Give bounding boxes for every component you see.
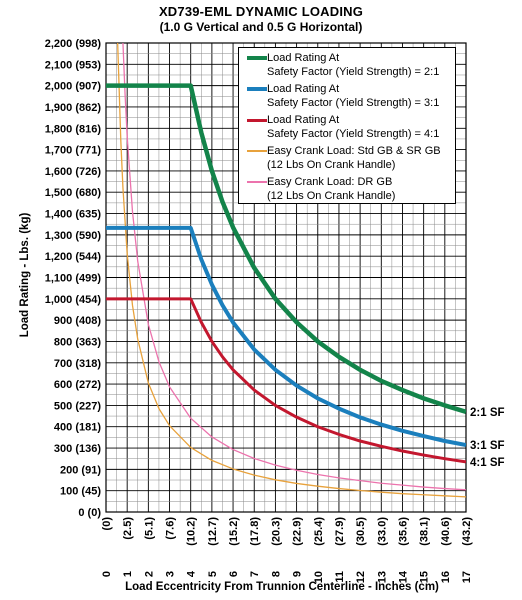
legend-label: Load Rating At Safety Factor (Yield Stre…: [267, 114, 440, 140]
y-tick-label: 0 (0): [78, 507, 101, 519]
y-tick-label: 2,200 (998): [45, 38, 102, 50]
y-tick-label: 700 (318): [54, 358, 101, 370]
x-tick-label-in: 11: [334, 571, 346, 583]
legend-label: Easy Crank Load: Std GB & SR GB (12 Lbs …: [267, 145, 441, 171]
y-tick-label: 2,000 (907): [45, 81, 102, 93]
series-line-2: [106, 297, 466, 464]
x-tick-label-cm: (7.6): [165, 517, 177, 540]
legend-item: Easy Crank Load: Std GB & SR GB (12 Lbs …: [239, 144, 455, 175]
x-tick-label-in: 10: [313, 571, 325, 583]
x-tick-label-cm: (25.4): [313, 517, 325, 546]
legend-swatch: [247, 55, 267, 61]
y-tick-label: 600 (272): [54, 379, 101, 391]
series-end-label-2: 4:1 SF: [470, 457, 505, 469]
x-tick-label-in: 17: [461, 571, 473, 583]
y-tick-label: 1,200 (544): [45, 251, 102, 263]
legend-label: Load Rating At Safety Factor (Yield Stre…: [267, 52, 440, 78]
x-axis-label: Load Eccentricity From Trunnion Centerli…: [125, 581, 439, 593]
y-tick-label: 1,100 (499): [45, 273, 102, 285]
x-tick-label-in: 13: [376, 571, 388, 583]
y-axis-tick-labels: 0 (0) 100 (45) 200 (91) 300 (136) 400 (181) 5…: [45, 38, 102, 519]
y-tick-label: 1,800 (816): [45, 123, 102, 135]
series-line-0: [106, 83, 466, 414]
x-tick-label-cm: (20.3): [270, 517, 282, 546]
chart-legend: Load Rating At Safety Factor (Yield Stre…: [238, 47, 456, 204]
legend-item: Load Rating At Safety Factor (Yield Stre…: [239, 113, 455, 144]
legend-swatch: [247, 181, 267, 183]
legend-item: Load Rating At Safety Factor (Yield Stre…: [239, 51, 455, 82]
x-tick-label-in: 15: [419, 571, 431, 583]
x-tick-label-in: 7: [249, 571, 261, 577]
y-axis-label: Load Rating - Lbs. (kg): [19, 213, 31, 338]
x-tick-label-cm: (15.2): [228, 517, 240, 546]
series-end-label-0: 2:1 SF: [470, 407, 505, 419]
x-tick-label-in: 14: [397, 570, 409, 583]
y-tick-label: 1,600 (726): [45, 166, 102, 178]
x-tick-label-in: 9: [292, 571, 304, 577]
plot-frame: [105, 42, 467, 513]
legend-swatch: [247, 150, 267, 152]
x-tick-label-cm: (30.5): [355, 517, 367, 546]
y-tick-label: 1,400 (635): [45, 209, 102, 221]
x-axis-tick-labels: (0) 0 (2.5) 1 (5.1) 2 (7.6) 3 (10.2) 4 (12.7) 5 (15.…: [101, 517, 473, 584]
x-tick-label-in: 4: [186, 570, 198, 577]
y-tick-label: 1,700 (771): [45, 145, 102, 157]
x-tick-label-cm: (38.1): [419, 517, 431, 546]
x-tick-label-cm: (17.8): [249, 517, 261, 546]
x-tick-label-in: 3: [165, 571, 177, 577]
x-tick-label-in: 12: [355, 571, 367, 583]
x-tick-label-cm: (33.0): [376, 517, 388, 546]
x-tick-label-cm: (0): [101, 517, 113, 531]
y-tick-label: 1,300 (590): [45, 230, 102, 242]
y-tick-label: 1,500 (680): [45, 187, 102, 199]
x-tick-label-cm: (2.5): [122, 517, 134, 540]
legend-label: Easy Crank Load: DR GB (12 Lbs On Crank …: [267, 176, 396, 202]
legend-item: Easy Crank Load: DR GB (12 Lbs On Crank …: [239, 175, 455, 206]
x-tick-label-cm: (10.2): [186, 517, 198, 546]
chart-subtitle: (1.0 G Vertical and 0.5 G Horizontal): [159, 20, 363, 34]
y-tick-label: 2,100 (953): [45, 59, 102, 71]
x-tick-label-cm: (35.6): [397, 517, 409, 546]
y-tick-label: 900 (408): [54, 315, 101, 327]
x-tick-label-cm: (22.9): [292, 517, 304, 546]
y-tick-label: 500 (227): [54, 400, 101, 412]
x-tick-label-cm: (12.7): [207, 517, 219, 546]
series-end-label-1: 3:1 SF: [470, 440, 505, 452]
y-tick-label: 1,900 (862): [45, 102, 102, 114]
x-tick-label-in: 1: [122, 571, 134, 577]
y-tick-label: 300 (136): [54, 443, 101, 455]
series-lines: [106, 43, 466, 498]
x-tick-label-cm: (43.2): [461, 517, 473, 546]
x-tick-label-in: 16: [440, 571, 452, 583]
x-tick-label-in: 0: [101, 571, 113, 577]
x-tick-label-in: 5: [207, 571, 219, 577]
y-tick-label: 800 (363): [54, 336, 101, 348]
x-tick-label-cm: (27.9): [334, 517, 346, 546]
x-tick-label-in: 8: [270, 571, 282, 577]
chart-title: XD739-EML DYNAMIC LOADING: [158, 4, 364, 19]
legend-label: Load Rating At Safety Factor (Yield Stre…: [267, 83, 440, 109]
series-end-labels: 2:1 SF 3:1 SF 4:1 SF: [470, 407, 505, 469]
x-tick-label-in: 2: [143, 571, 155, 577]
legend-swatch: [247, 118, 267, 122]
y-tick-label: 200 (91): [60, 464, 101, 476]
series-line-3: [117, 43, 466, 498]
grid: [105, 42, 467, 513]
y-tick-label: 100 (45): [60, 486, 101, 498]
x-tick-label-in: 6: [228, 571, 240, 577]
x-tick-label-cm: (40.6): [440, 517, 452, 546]
legend-swatch: [247, 87, 267, 91]
y-tick-label: 1,000 (454): [45, 294, 102, 306]
legend-item: Load Rating At Safety Factor (Yield Stre…: [239, 82, 455, 113]
series-line-4: [122, 43, 466, 491]
x-tick-label-cm: (5.1): [143, 517, 155, 540]
series-line-1: [106, 225, 466, 448]
y-tick-label: 400 (181): [54, 422, 101, 434]
